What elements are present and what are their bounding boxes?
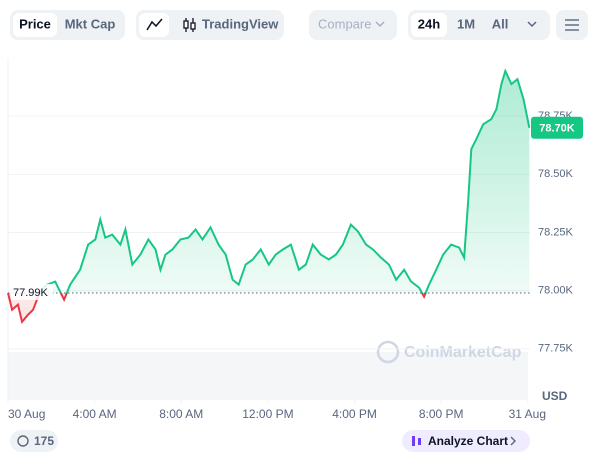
range-24h[interactable]: 24h bbox=[418, 16, 440, 31]
range-all[interactable]: All bbox=[492, 16, 509, 31]
settings-icon bbox=[565, 19, 579, 31]
range-active[interactable] bbox=[411, 13, 447, 37]
analyze-label: Analyze Chart bbox=[428, 434, 508, 448]
x-tick-label: 8:00 AM bbox=[159, 407, 203, 421]
price-tag-label: 78.70K bbox=[539, 123, 575, 135]
x-tick-label: 30 Aug bbox=[8, 407, 45, 421]
watermark-text: CoinMarketCap bbox=[404, 344, 522, 361]
price-tag bbox=[531, 116, 583, 139]
volume-area bbox=[8, 352, 528, 400]
clock-icon bbox=[17, 435, 29, 447]
currency: USD bbox=[542, 389, 568, 403]
y-tick-label: 78.00K bbox=[538, 285, 574, 297]
reference-label-bg bbox=[11, 283, 53, 300]
reference-label: 77.99K bbox=[13, 287, 49, 299]
line-icon bbox=[146, 18, 163, 31]
x-tick-label: 4:00 AM bbox=[73, 407, 117, 421]
y-tick-label: 78.25K bbox=[538, 226, 574, 238]
x-tick-label: 31 Aug bbox=[509, 407, 546, 421]
compare-label: Compare bbox=[318, 16, 371, 31]
range-chevron[interactable] bbox=[527, 21, 537, 28]
tradingview[interactable]: TradingView bbox=[202, 16, 279, 31]
x-tick-label: 12:00 PM bbox=[242, 407, 293, 421]
price-line-up bbox=[8, 68, 531, 293]
y-tick-label: 78.50K bbox=[538, 168, 574, 180]
candle-icon bbox=[183, 18, 196, 32]
range-1m[interactable]: 1M bbox=[457, 16, 475, 31]
tab-mktcap[interactable]: Mkt Cap bbox=[65, 16, 116, 31]
compare-btn[interactable] bbox=[309, 10, 397, 40]
tab-active[interactable] bbox=[13, 13, 57, 37]
analyze-icon bbox=[412, 436, 421, 446]
analyze-btn[interactable] bbox=[402, 430, 530, 452]
x-tick-label: 4:00 PM bbox=[332, 407, 377, 421]
tab-price[interactable]: Price bbox=[19, 16, 51, 31]
y-tick-label: 77.75K bbox=[538, 343, 574, 355]
area-up bbox=[39, 71, 530, 293]
analyze-chevron bbox=[510, 436, 516, 446]
x-tick-label: 8:00 PM bbox=[419, 407, 464, 421]
badge-count: 175 bbox=[34, 434, 54, 448]
chevron bbox=[375, 21, 385, 28]
tool-group bbox=[136, 10, 284, 40]
